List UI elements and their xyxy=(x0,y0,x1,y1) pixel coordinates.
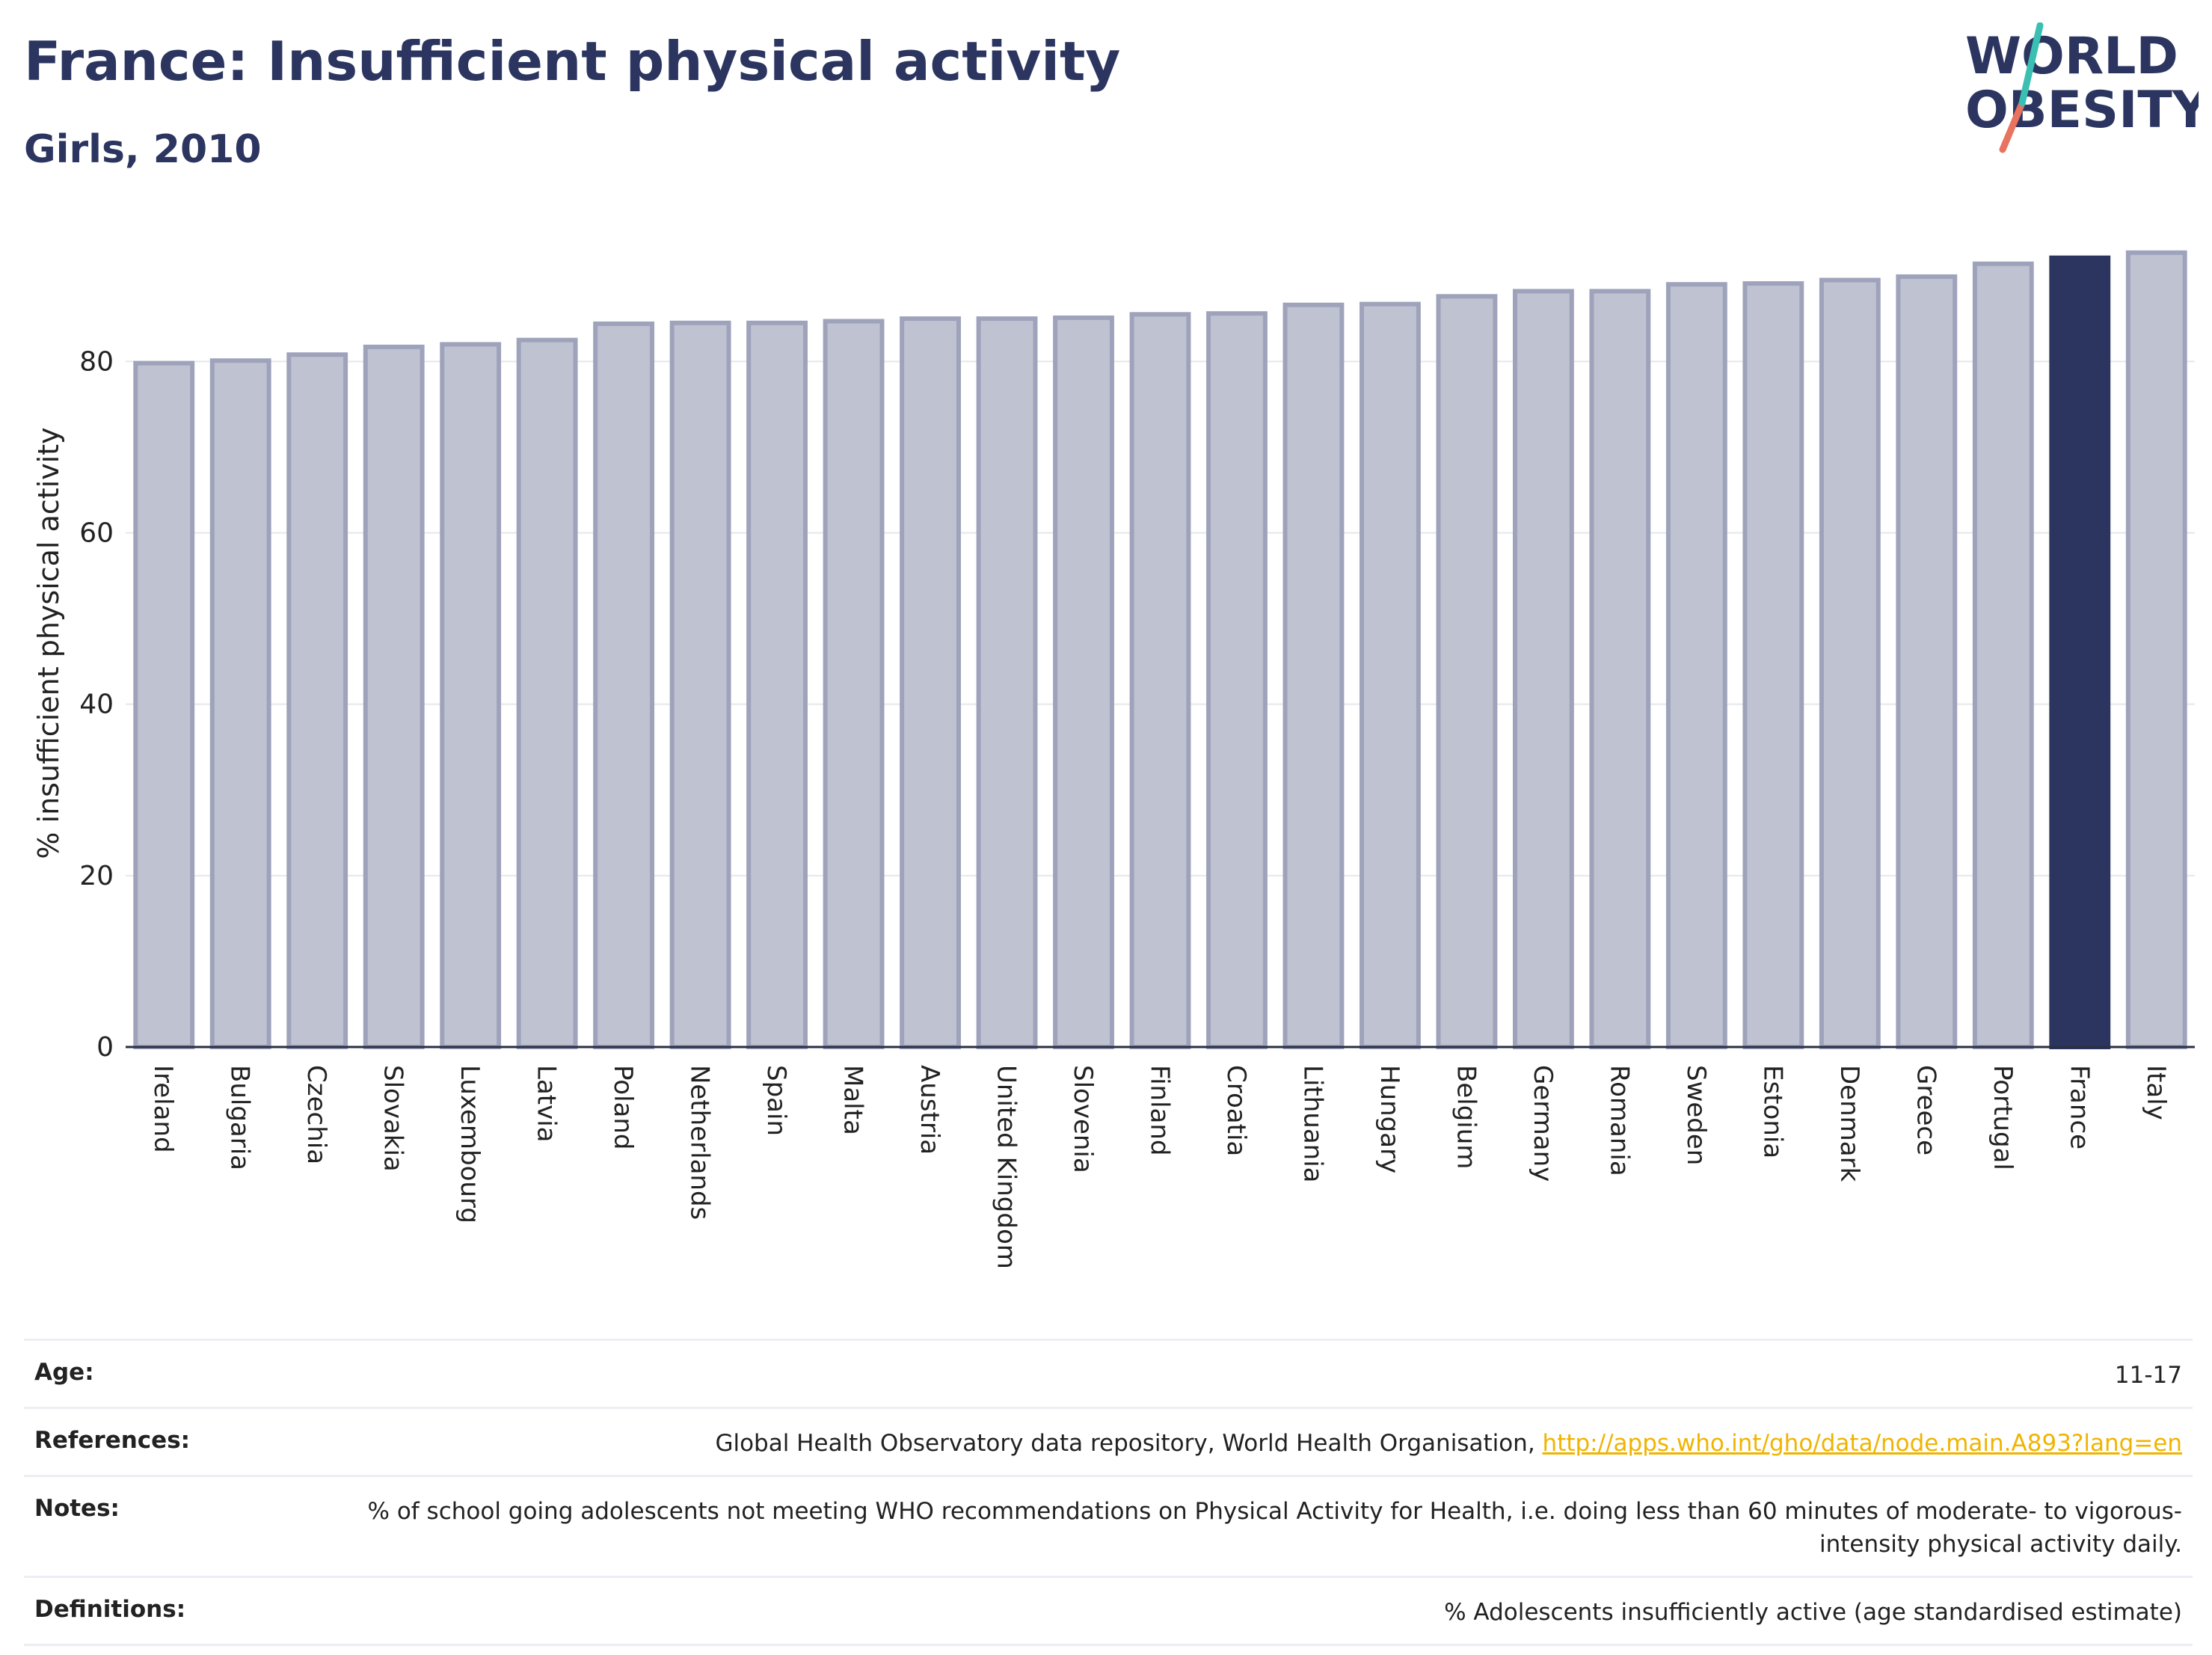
x-tick-label: Romania xyxy=(1604,1065,1634,1176)
bar xyxy=(1360,301,1421,1049)
x-tick-label: United Kingdom xyxy=(992,1065,1021,1269)
x-tick-label: Slovakia xyxy=(378,1065,408,1172)
bar xyxy=(1665,282,1727,1050)
x-tick-label: Hungary xyxy=(1374,1065,1404,1173)
y-tick-label: 40 xyxy=(79,690,114,720)
references-value: Global Health Observatory data repositor… xyxy=(715,1427,2182,1460)
bar xyxy=(1129,312,1191,1049)
x-tick-label: Estonia xyxy=(1757,1065,1787,1158)
bar xyxy=(440,342,502,1049)
bar xyxy=(669,320,731,1050)
notes-label: Notes: xyxy=(34,1495,120,1522)
x-tick-label: Slovenia xyxy=(1068,1065,1098,1173)
y-tick-label: 20 xyxy=(79,861,114,891)
definitions-label: Definitions: xyxy=(34,1596,186,1623)
bar xyxy=(1972,261,2034,1049)
bar xyxy=(1819,277,1881,1050)
x-tick-label: Belgium xyxy=(1451,1065,1481,1169)
bar xyxy=(593,321,655,1049)
bar xyxy=(1206,311,1268,1049)
bar xyxy=(746,320,808,1050)
bar xyxy=(516,337,578,1049)
x-tick-label: Latvia xyxy=(532,1065,562,1143)
chart-title: France: Insufficient physical activity xyxy=(24,30,1121,93)
bar xyxy=(823,319,885,1049)
notes-value: % of school going adolescents not meetin… xyxy=(367,1498,2182,1558)
x-tick-label: France xyxy=(2064,1065,2094,1149)
logo-slash-teal xyxy=(2018,22,2044,107)
x-tick-label: Croatia xyxy=(1221,1065,1251,1156)
references-link[interactable]: http://apps.who.int/gho/data/node.main.A… xyxy=(1542,1430,2182,1457)
x-tick-label: Malta xyxy=(838,1065,868,1135)
chart-subtitle: Girls, 2010 xyxy=(24,127,262,172)
bar xyxy=(1512,289,1574,1049)
x-tick-label: Finland xyxy=(1145,1065,1175,1156)
logo-line-2: OBESITY xyxy=(1965,81,2199,140)
age-label: Age: xyxy=(34,1359,94,1386)
info-row-notes: Notes: % of school going adolescents not… xyxy=(24,1475,2193,1576)
info-table: Age: 11-17 References: Global Health Obs… xyxy=(24,1339,2193,1646)
bar xyxy=(286,352,348,1049)
x-tick-label: Sweden xyxy=(1681,1065,1711,1165)
bar xyxy=(1589,289,1651,1049)
bar xyxy=(1053,315,1114,1050)
bar xyxy=(2125,250,2187,1049)
y-tick-label: 80 xyxy=(79,346,114,377)
bar xyxy=(1742,281,1804,1049)
bar xyxy=(363,344,425,1049)
bar xyxy=(976,316,1038,1049)
x-tick-label: Italy xyxy=(2141,1065,2171,1120)
x-tick-label: Poland xyxy=(608,1065,638,1150)
x-tick-label: Bulgaria xyxy=(225,1065,255,1170)
y-tick-label: 60 xyxy=(79,518,114,549)
y-axis-title: % insufficient physical activity xyxy=(32,427,65,859)
bar xyxy=(1282,302,1345,1050)
y-tick-label: 0 xyxy=(96,1032,114,1063)
world-obesity-logo: WORLD OBESITY xyxy=(1965,22,2199,153)
bar xyxy=(1436,294,1498,1049)
info-row-age: Age: 11-17 xyxy=(24,1339,2193,1407)
x-tick-label: Portugal xyxy=(1988,1065,2018,1170)
x-tick-label: Czechia xyxy=(301,1065,331,1164)
x-tick-label: Austria xyxy=(915,1065,944,1155)
x-tick-label: Greece xyxy=(1911,1065,1941,1155)
info-row-definitions: Definitions: % Adolescents insufficientl… xyxy=(24,1576,2193,1646)
x-tick-label: Ireland xyxy=(148,1065,178,1153)
x-tick-label: Germany xyxy=(1528,1065,1558,1182)
age-value: 11-17 xyxy=(2114,1362,2182,1389)
x-tick-label: Netherlands xyxy=(685,1065,715,1220)
bar xyxy=(133,360,195,1049)
x-tick-label: Denmark xyxy=(1834,1065,1864,1182)
logo-slash-coral xyxy=(1999,99,2026,153)
logo-line-1: WORLD xyxy=(1965,27,2178,86)
bar-chart: 0 20 40 60 80 % insufficient physical activit… xyxy=(32,250,2195,1269)
bar xyxy=(209,358,271,1049)
info-row-references: References: Global Health Observatory da… xyxy=(24,1407,2193,1475)
x-tick-label: Luxembourg xyxy=(455,1065,485,1223)
x-tick-label: Lithuania xyxy=(1297,1065,1327,1182)
definitions-value: % Adolescents insufficiently active (age… xyxy=(1444,1599,2182,1626)
bar xyxy=(900,316,961,1049)
x-tick-label: Spain xyxy=(761,1065,791,1136)
bar-highlight xyxy=(2049,255,2111,1049)
references-label: References: xyxy=(34,1427,191,1454)
references-text: Global Health Observatory data repositor… xyxy=(715,1430,1535,1457)
bar xyxy=(1896,274,1958,1049)
